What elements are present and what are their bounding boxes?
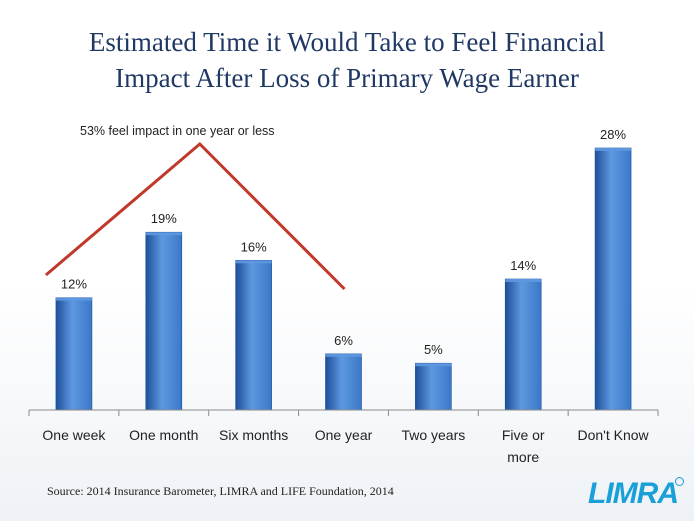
bar (415, 362, 452, 411)
value-label: 16% (241, 239, 267, 254)
limra-logo: LIMRA (588, 475, 684, 513)
bar (235, 259, 272, 411)
bar-top-highlight (505, 279, 542, 282)
bar (145, 231, 183, 411)
annotation-bracket-line (44, 141, 346, 291)
x-axis (28, 409, 659, 416)
bar (504, 278, 542, 411)
registered-mark-icon (675, 477, 684, 486)
bar (325, 353, 362, 411)
value-label: 6% (334, 333, 353, 348)
chart-title-line-2: Impact After Loss of Primary Wage Earner (115, 63, 579, 93)
category-label: Six months (219, 427, 288, 443)
limra-logo-text: LIMRA (588, 477, 679, 510)
bar-top-highlight (235, 260, 272, 264)
category-label: One year (315, 427, 373, 443)
value-label: 12% (61, 277, 87, 292)
category-label: Don't Know (577, 427, 649, 443)
category-labels: One week One month Six months One year Two y… (42, 427, 649, 465)
value-label: 28% (600, 127, 626, 142)
annotation-text: 53% feel impact in one year or less (80, 124, 275, 138)
bar-top-highlight (415, 363, 452, 367)
source-note: Source: 2014 Insurance Barometer, LIMRA … (47, 484, 394, 498)
value-label: 19% (151, 211, 177, 226)
value-label: 5% (424, 342, 443, 357)
bar-top-highlight (325, 353, 362, 357)
bar (55, 297, 93, 411)
chart-title-line-1: Estimated Time it Would Take to Feel Fin… (88, 27, 606, 57)
bar (594, 147, 632, 411)
category-label: One week (42, 427, 106, 443)
bar-top-highlight (595, 148, 632, 151)
bar-top-highlight (55, 297, 92, 301)
chart-title: Estimated Time it Would Take to Feel Fin… (0, 24, 694, 96)
bars-layer (55, 147, 632, 411)
value-labels: 12% 19% 16% 6% 5% 14% 28% (61, 127, 627, 357)
category-label: One month (129, 427, 198, 443)
category-label: Five or more (502, 427, 545, 465)
value-label: 14% (510, 258, 536, 273)
category-label: Two years (401, 427, 465, 443)
bar-top-highlight (145, 232, 182, 236)
